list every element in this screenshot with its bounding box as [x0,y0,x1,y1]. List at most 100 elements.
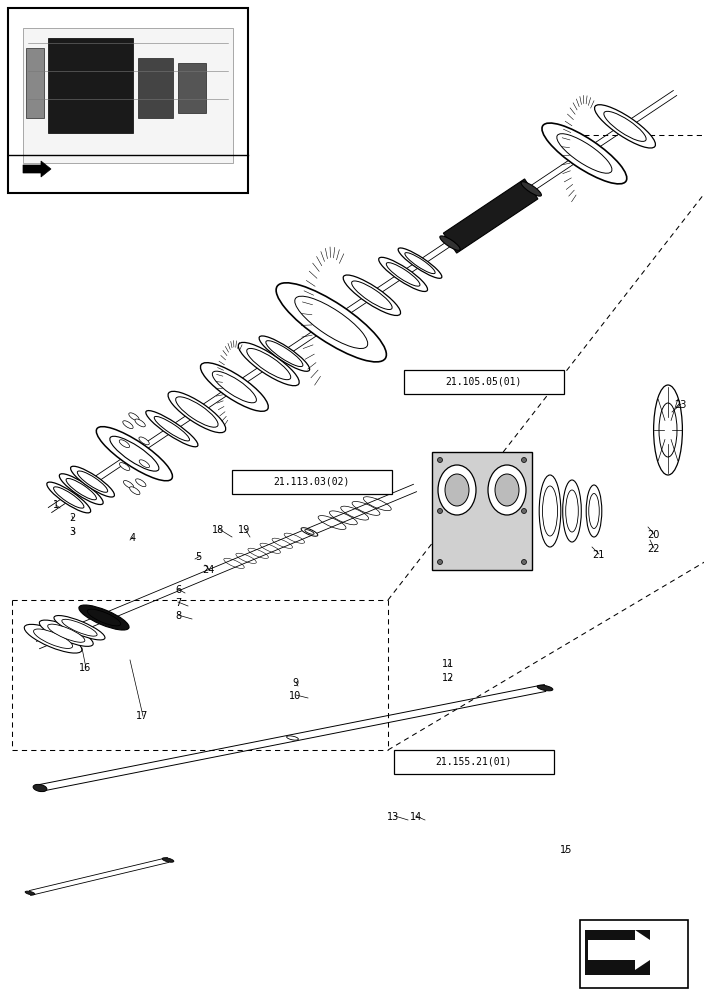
Ellipse shape [604,111,646,141]
Ellipse shape [495,474,519,506]
Text: 11: 11 [442,659,454,669]
Ellipse shape [122,421,133,429]
Text: 24: 24 [202,565,214,575]
Ellipse shape [59,474,103,505]
Ellipse shape [34,629,73,648]
Ellipse shape [70,466,115,497]
Bar [138,58,173,118]
Text: 17: 17 [136,711,148,721]
Text: 5: 5 [195,552,201,562]
Ellipse shape [47,482,91,513]
Ellipse shape [119,440,130,448]
Ellipse shape [246,348,291,380]
Ellipse shape [488,465,526,515]
FancyBboxPatch shape [232,470,392,494]
Ellipse shape [343,275,401,315]
Ellipse shape [259,336,310,371]
Text: 21.105.05(01): 21.105.05(01) [446,377,522,387]
Ellipse shape [96,427,172,481]
Ellipse shape [136,479,146,487]
Ellipse shape [386,263,420,286]
Text: 6: 6 [175,585,181,595]
Ellipse shape [543,486,558,536]
Text: 10: 10 [289,691,301,701]
Ellipse shape [168,391,226,433]
Ellipse shape [295,296,367,349]
Ellipse shape [87,609,120,626]
Text: 2: 2 [69,513,75,523]
Ellipse shape [445,474,469,506]
FancyBboxPatch shape [404,370,564,394]
Ellipse shape [54,487,84,508]
Ellipse shape [542,123,627,184]
Text: 12: 12 [442,673,454,683]
Bar [23,28,233,163]
Bar [48,38,133,133]
Ellipse shape [62,619,97,636]
Ellipse shape [146,411,198,447]
Ellipse shape [24,624,82,653]
Text: 8: 8 [175,611,181,621]
Text: 18: 18 [212,525,224,535]
Ellipse shape [438,465,476,515]
Polygon shape [444,179,538,253]
Ellipse shape [405,253,435,274]
Ellipse shape [130,487,140,495]
Ellipse shape [77,471,108,492]
Bar [8,8,248,193]
Ellipse shape [266,341,303,367]
Ellipse shape [139,460,149,468]
Text: 7: 7 [175,598,181,608]
Ellipse shape [48,624,85,642]
Bar [432,452,532,570]
Ellipse shape [287,736,298,740]
Ellipse shape [522,458,527,462]
Ellipse shape [351,281,392,310]
Text: 21.113.03(02): 21.113.03(02) [274,477,350,487]
Bar [580,920,688,988]
Ellipse shape [537,685,553,691]
Text: 16: 16 [79,663,91,673]
Polygon shape [588,930,665,970]
Ellipse shape [522,560,527,564]
Bar [585,930,650,975]
Ellipse shape [79,605,129,630]
Ellipse shape [154,416,189,441]
Ellipse shape [557,134,612,173]
Text: 4: 4 [130,533,136,543]
Text: 22: 22 [647,544,659,554]
Text: 23: 23 [674,400,686,410]
Ellipse shape [66,478,96,500]
Ellipse shape [595,105,655,148]
Ellipse shape [162,858,174,862]
Ellipse shape [521,182,541,196]
Text: 15: 15 [560,845,572,855]
Ellipse shape [201,363,268,411]
Ellipse shape [33,784,47,792]
Ellipse shape [39,620,93,646]
Text: 20: 20 [647,530,659,540]
Ellipse shape [379,257,427,291]
Text: 21: 21 [592,550,604,560]
Ellipse shape [653,385,682,475]
Ellipse shape [120,463,130,470]
Ellipse shape [129,413,139,421]
Ellipse shape [238,342,299,386]
Ellipse shape [522,508,527,514]
Ellipse shape [539,475,561,547]
Ellipse shape [562,480,582,542]
Text: 19: 19 [238,525,250,535]
Text: 14: 14 [410,812,422,822]
Text: 3: 3 [69,527,75,537]
Ellipse shape [25,891,35,895]
Ellipse shape [301,528,318,536]
Ellipse shape [276,283,386,362]
Text: 21.155.21(01): 21.155.21(01) [436,757,513,767]
Ellipse shape [586,485,602,537]
FancyBboxPatch shape [394,750,554,774]
Ellipse shape [398,248,442,278]
Ellipse shape [589,493,599,528]
Text: 1: 1 [53,500,59,510]
Ellipse shape [437,560,443,564]
Ellipse shape [305,530,314,534]
